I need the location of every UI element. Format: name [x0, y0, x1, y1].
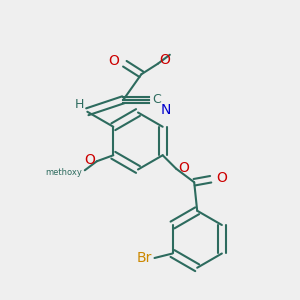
Text: Br: Br: [136, 251, 152, 265]
Text: methoxy: methoxy: [46, 168, 82, 177]
Text: C: C: [152, 93, 161, 106]
Text: O: O: [109, 54, 119, 68]
Text: O: O: [159, 53, 170, 67]
Text: O: O: [178, 161, 190, 175]
Text: O: O: [216, 171, 227, 185]
Text: H: H: [75, 98, 85, 111]
Text: O: O: [84, 153, 95, 167]
Text: N: N: [160, 103, 171, 117]
